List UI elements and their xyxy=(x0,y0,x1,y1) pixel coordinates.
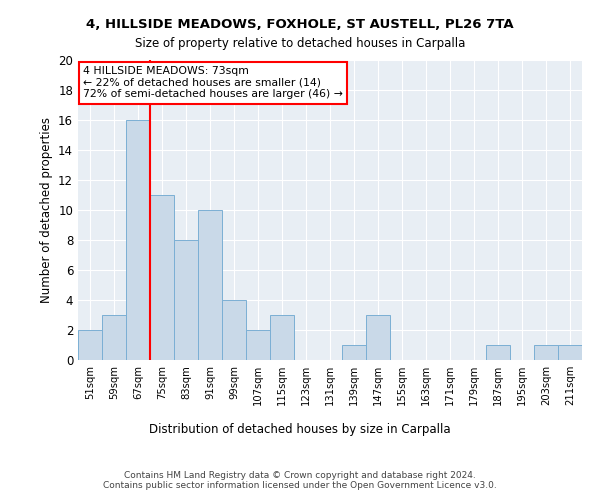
Bar xyxy=(342,345,366,360)
Bar xyxy=(78,330,102,360)
Bar xyxy=(366,315,390,360)
Bar xyxy=(198,210,222,360)
Bar xyxy=(222,300,246,360)
Bar xyxy=(486,345,510,360)
Text: Contains HM Land Registry data © Crown copyright and database right 2024.
Contai: Contains HM Land Registry data © Crown c… xyxy=(103,470,497,490)
Bar xyxy=(126,120,150,360)
Bar xyxy=(174,240,198,360)
Bar xyxy=(150,195,174,360)
Bar xyxy=(558,345,582,360)
Y-axis label: Number of detached properties: Number of detached properties xyxy=(40,117,53,303)
Bar xyxy=(102,315,126,360)
Text: Distribution of detached houses by size in Carpalla: Distribution of detached houses by size … xyxy=(149,422,451,436)
Text: 4 HILLSIDE MEADOWS: 73sqm
← 22% of detached houses are smaller (14)
72% of semi-: 4 HILLSIDE MEADOWS: 73sqm ← 22% of detac… xyxy=(83,66,343,99)
Text: Size of property relative to detached houses in Carpalla: Size of property relative to detached ho… xyxy=(135,38,465,51)
Bar xyxy=(534,345,558,360)
Bar xyxy=(270,315,294,360)
Bar xyxy=(246,330,270,360)
Text: 4, HILLSIDE MEADOWS, FOXHOLE, ST AUSTELL, PL26 7TA: 4, HILLSIDE MEADOWS, FOXHOLE, ST AUSTELL… xyxy=(86,18,514,30)
